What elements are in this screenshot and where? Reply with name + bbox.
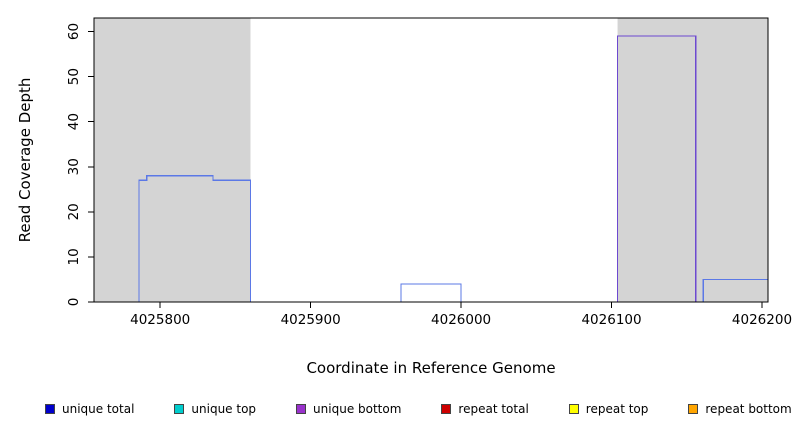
y-tick-label: 0 [66, 298, 82, 307]
x-axis-label: Coordinate in Reference Genome [306, 359, 556, 377]
shaded-region [617, 18, 768, 302]
legend-swatch [45, 404, 55, 414]
y-tick-label: 20 [66, 203, 82, 220]
legend-swatch [174, 404, 185, 414]
y-tick-label: 10 [66, 248, 82, 265]
legend-item-repeat-total: repeat total [441, 402, 529, 416]
legend-item-repeat-top: repeat top [568, 402, 649, 416]
legend-label: unique total [62, 402, 135, 416]
legend-swatch [441, 404, 452, 414]
legend-swatch [688, 404, 699, 414]
x-tick-label: 4026100 [581, 312, 641, 328]
legend-swatch [296, 404, 307, 414]
legend-item-unique-bottom: unique bottom [296, 402, 401, 416]
y-tick-label: 30 [66, 158, 82, 175]
y-tick-label: 50 [66, 68, 82, 85]
x-tick-label: 4026200 [732, 312, 792, 328]
y-tick-label: 60 [66, 23, 82, 40]
legend-label: repeat bottom [705, 402, 792, 416]
x-tick-label: 4025900 [281, 312, 341, 328]
legend: unique total unique top unique bottom repea… [45, 402, 792, 416]
shaded-region [94, 18, 251, 302]
legend-item-repeat-bottom: repeat bottom [688, 402, 792, 416]
y-tick-label: 40 [66, 113, 82, 130]
legend-label: unique top [191, 402, 257, 416]
plot-border [93, 17, 769, 303]
y-axis-label: Read Coverage Depth [16, 77, 34, 243]
x-tick-label: 4026000 [431, 312, 491, 328]
legend-label: repeat total [458, 402, 529, 416]
legend-label: unique bottom [313, 402, 402, 416]
legend-label: repeat top [585, 402, 649, 416]
legend-swatch [568, 404, 579, 414]
x-tick-label: 4025800 [130, 312, 190, 328]
legend-item-unique-top: unique top [174, 402, 256, 416]
legend-item-unique-total: unique total [45, 402, 134, 416]
